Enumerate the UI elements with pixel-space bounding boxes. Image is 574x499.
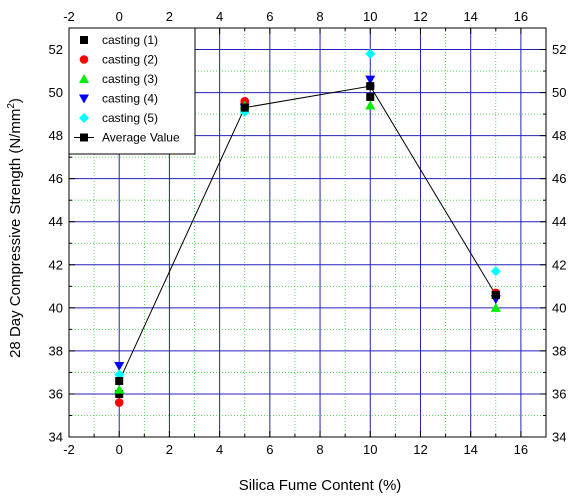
x-tick-label-top: 2	[166, 9, 173, 24]
y-tick-label: 46	[49, 171, 63, 186]
legend-marker	[79, 94, 89, 104]
legend-item: Average Value	[74, 131, 180, 145]
y-tick-label-right: 44	[552, 214, 566, 229]
legend-label: casting (4)	[102, 92, 158, 106]
y-axis-title-close: )	[7, 98, 24, 103]
y-axis-title-superscript: 2	[6, 103, 17, 109]
data-point-series-6	[240, 103, 249, 112]
x-tick-label-top: 10	[363, 9, 377, 24]
data-point-series-3	[365, 100, 376, 110]
x-tick-labels-top: -2 0 2 4 6 8 10 12 14 16	[63, 9, 528, 24]
x-tick-label-top: 16	[514, 9, 528, 24]
y-tick-label-right: 52	[552, 42, 566, 57]
legend-label: casting (2)	[102, 53, 158, 67]
x-tick-labels-bottom: -2 0 2 4 6 8 10 12 14 16	[63, 442, 528, 457]
legend-item: casting (5)	[79, 111, 158, 125]
legend-label: Average Value	[102, 131, 180, 145]
marker-layer	[114, 48, 501, 407]
x-tick-label: 16	[514, 442, 528, 457]
average-value-line	[118, 85, 497, 382]
x-tick-label-top: 0	[116, 9, 123, 24]
y-axis-title: 28 Day Compressive Strength (N/mm2)	[6, 98, 24, 358]
y-tick-label-right: 42	[552, 257, 566, 272]
y-tick-label: 34	[49, 430, 63, 445]
legend-label: casting (3)	[102, 72, 158, 86]
y-tick-label-right: 36	[552, 386, 566, 401]
x-tick-label-top: 14	[463, 9, 477, 24]
x-tick-label-top: 4	[216, 9, 223, 24]
x-tick-label: 14	[463, 442, 477, 457]
data-point-series-5	[490, 266, 501, 277]
legend-item: casting (1)	[80, 33, 158, 47]
data-point-series-1	[366, 92, 375, 101]
data-point-series-6	[491, 290, 500, 299]
legend: casting (1) casting (2) casting (3) casting…	[68, 27, 196, 155]
y-tick-label: 44	[49, 214, 63, 229]
x-tick-label-top: 8	[316, 9, 323, 24]
y-tick-label-right: 38	[552, 343, 566, 358]
x-tick-label: 12	[413, 442, 427, 457]
y-tick-label: 40	[49, 300, 63, 315]
x-tick-label: -2	[63, 442, 75, 457]
legend-label: casting (1)	[102, 33, 158, 47]
x-tick-label-top: -2	[63, 9, 75, 24]
legend-marker	[80, 36, 88, 44]
y-tick-label-right: 48	[552, 128, 566, 143]
legend-marker	[79, 55, 89, 64]
legend-label: casting (5)	[102, 111, 158, 125]
x-tick-label: 0	[116, 442, 123, 457]
y-tick-labels-right: 34 36 38 40 42 44 46 48 50 52	[552, 42, 566, 444]
y-tick-label: 42	[49, 257, 63, 272]
x-tick-label: 8	[316, 442, 323, 457]
x-tick-label-top: 6	[266, 9, 273, 24]
data-point-series-2	[114, 398, 124, 407]
y-tick-label-right: 40	[552, 300, 566, 315]
x-tick-label: 6	[266, 442, 273, 457]
average-line-layer	[118, 85, 497, 382]
data-point-series-4	[114, 361, 125, 371]
y-tick-labels-left: 34 36 38 40 42 44 46 48 50 52	[49, 42, 63, 444]
x-tick-label: 4	[216, 442, 223, 457]
data-point-series-5	[365, 48, 376, 59]
data-point-series-6	[115, 377, 124, 386]
x-tick-label-top: 12	[413, 9, 427, 24]
plot-frame	[68, 27, 547, 438]
x-axis-title: Silica Fume Content (%)	[239, 477, 402, 494]
y-tick-label-right: 46	[552, 171, 566, 186]
legend-marker	[80, 133, 88, 142]
legend-box	[68, 27, 196, 155]
y-tick-label: 36	[49, 386, 63, 401]
data-point-series-1	[115, 389, 124, 398]
y-tick-label-right: 50	[552, 85, 566, 100]
legend-marker	[79, 74, 89, 83]
data-point-series-4	[365, 75, 376, 85]
data-point-series-3	[490, 302, 501, 312]
y-axis-title-main: 28 Day Compressive Strength (N/mm	[7, 109, 24, 358]
x-tick-label: 10	[363, 442, 377, 457]
x-tick-label: 2	[166, 442, 173, 457]
y-tick-label: 50	[49, 85, 63, 100]
data-point-series-6	[366, 82, 375, 91]
legend-item: casting (4)	[79, 92, 158, 106]
legend-item: casting (3)	[79, 72, 158, 86]
data-point-series-3	[114, 384, 125, 394]
y-tick-label: 52	[49, 42, 63, 57]
y-tick-label: 48	[49, 128, 63, 143]
legend-marker	[79, 113, 89, 123]
y-tick-label: 38	[49, 343, 63, 358]
y-tick-label-right: 34	[552, 430, 566, 445]
legend-item: casting (2)	[79, 53, 158, 67]
